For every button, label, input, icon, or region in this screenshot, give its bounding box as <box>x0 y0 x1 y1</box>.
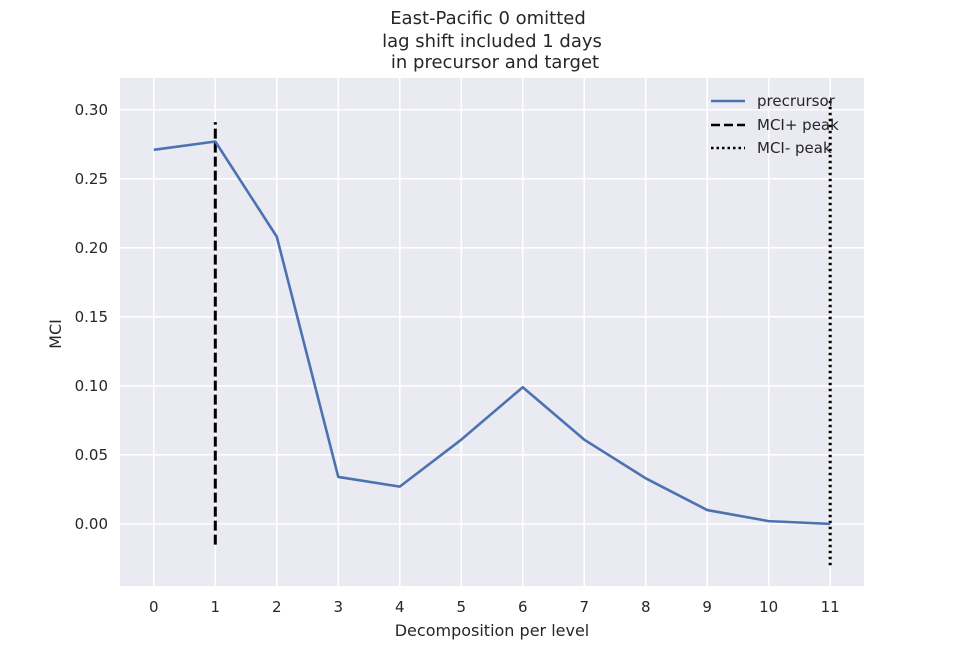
x-tick-label: 5 <box>456 598 466 616</box>
y-tick-label: 0.00 <box>75 515 108 533</box>
y-tick-label: 0.10 <box>75 377 108 395</box>
x-tick-label: 8 <box>641 598 651 616</box>
y-tick-label: 0.20 <box>75 239 108 257</box>
y-tick-label: 0.30 <box>75 101 108 119</box>
legend-label-mci-plus-peak: MCI+ peak <box>757 116 839 134</box>
y-tick-labels: 0.00 0.05 0.10 0.15 0.20 0.25 0.30 <box>75 101 108 533</box>
chart-title-line-2: lag shift included 1 days <box>382 31 602 52</box>
x-tick-label: 2 <box>272 598 282 616</box>
chart-title-line-1: East-Pacific 0 omitted <box>390 8 586 29</box>
x-tick-label: 10 <box>759 598 778 616</box>
x-tick-label: 7 <box>579 598 589 616</box>
plot-background <box>120 78 864 586</box>
x-tick-label: 3 <box>334 598 344 616</box>
x-tick-label: 1 <box>211 598 221 616</box>
x-tick-label: 0 <box>149 598 159 616</box>
y-tick-label: 0.15 <box>75 308 108 326</box>
y-tick-label: 0.05 <box>75 446 108 464</box>
y-axis-label: MCI <box>46 319 65 349</box>
legend-label-mci-minus-peak: MCI- peak <box>757 139 832 157</box>
x-tick-label: 6 <box>518 598 528 616</box>
x-tick-label: 11 <box>821 598 840 616</box>
x-tick-labels: 0 1 2 3 4 5 6 7 8 9 10 11 <box>149 598 840 616</box>
legend-label-precursor: precrursor <box>757 92 836 110</box>
x-axis-label: Decomposition per level <box>395 621 590 640</box>
chart-title-line-3: in precursor and target <box>391 52 599 73</box>
y-tick-label: 0.25 <box>75 170 108 188</box>
x-tick-label: 4 <box>395 598 405 616</box>
x-tick-label: 9 <box>702 598 712 616</box>
